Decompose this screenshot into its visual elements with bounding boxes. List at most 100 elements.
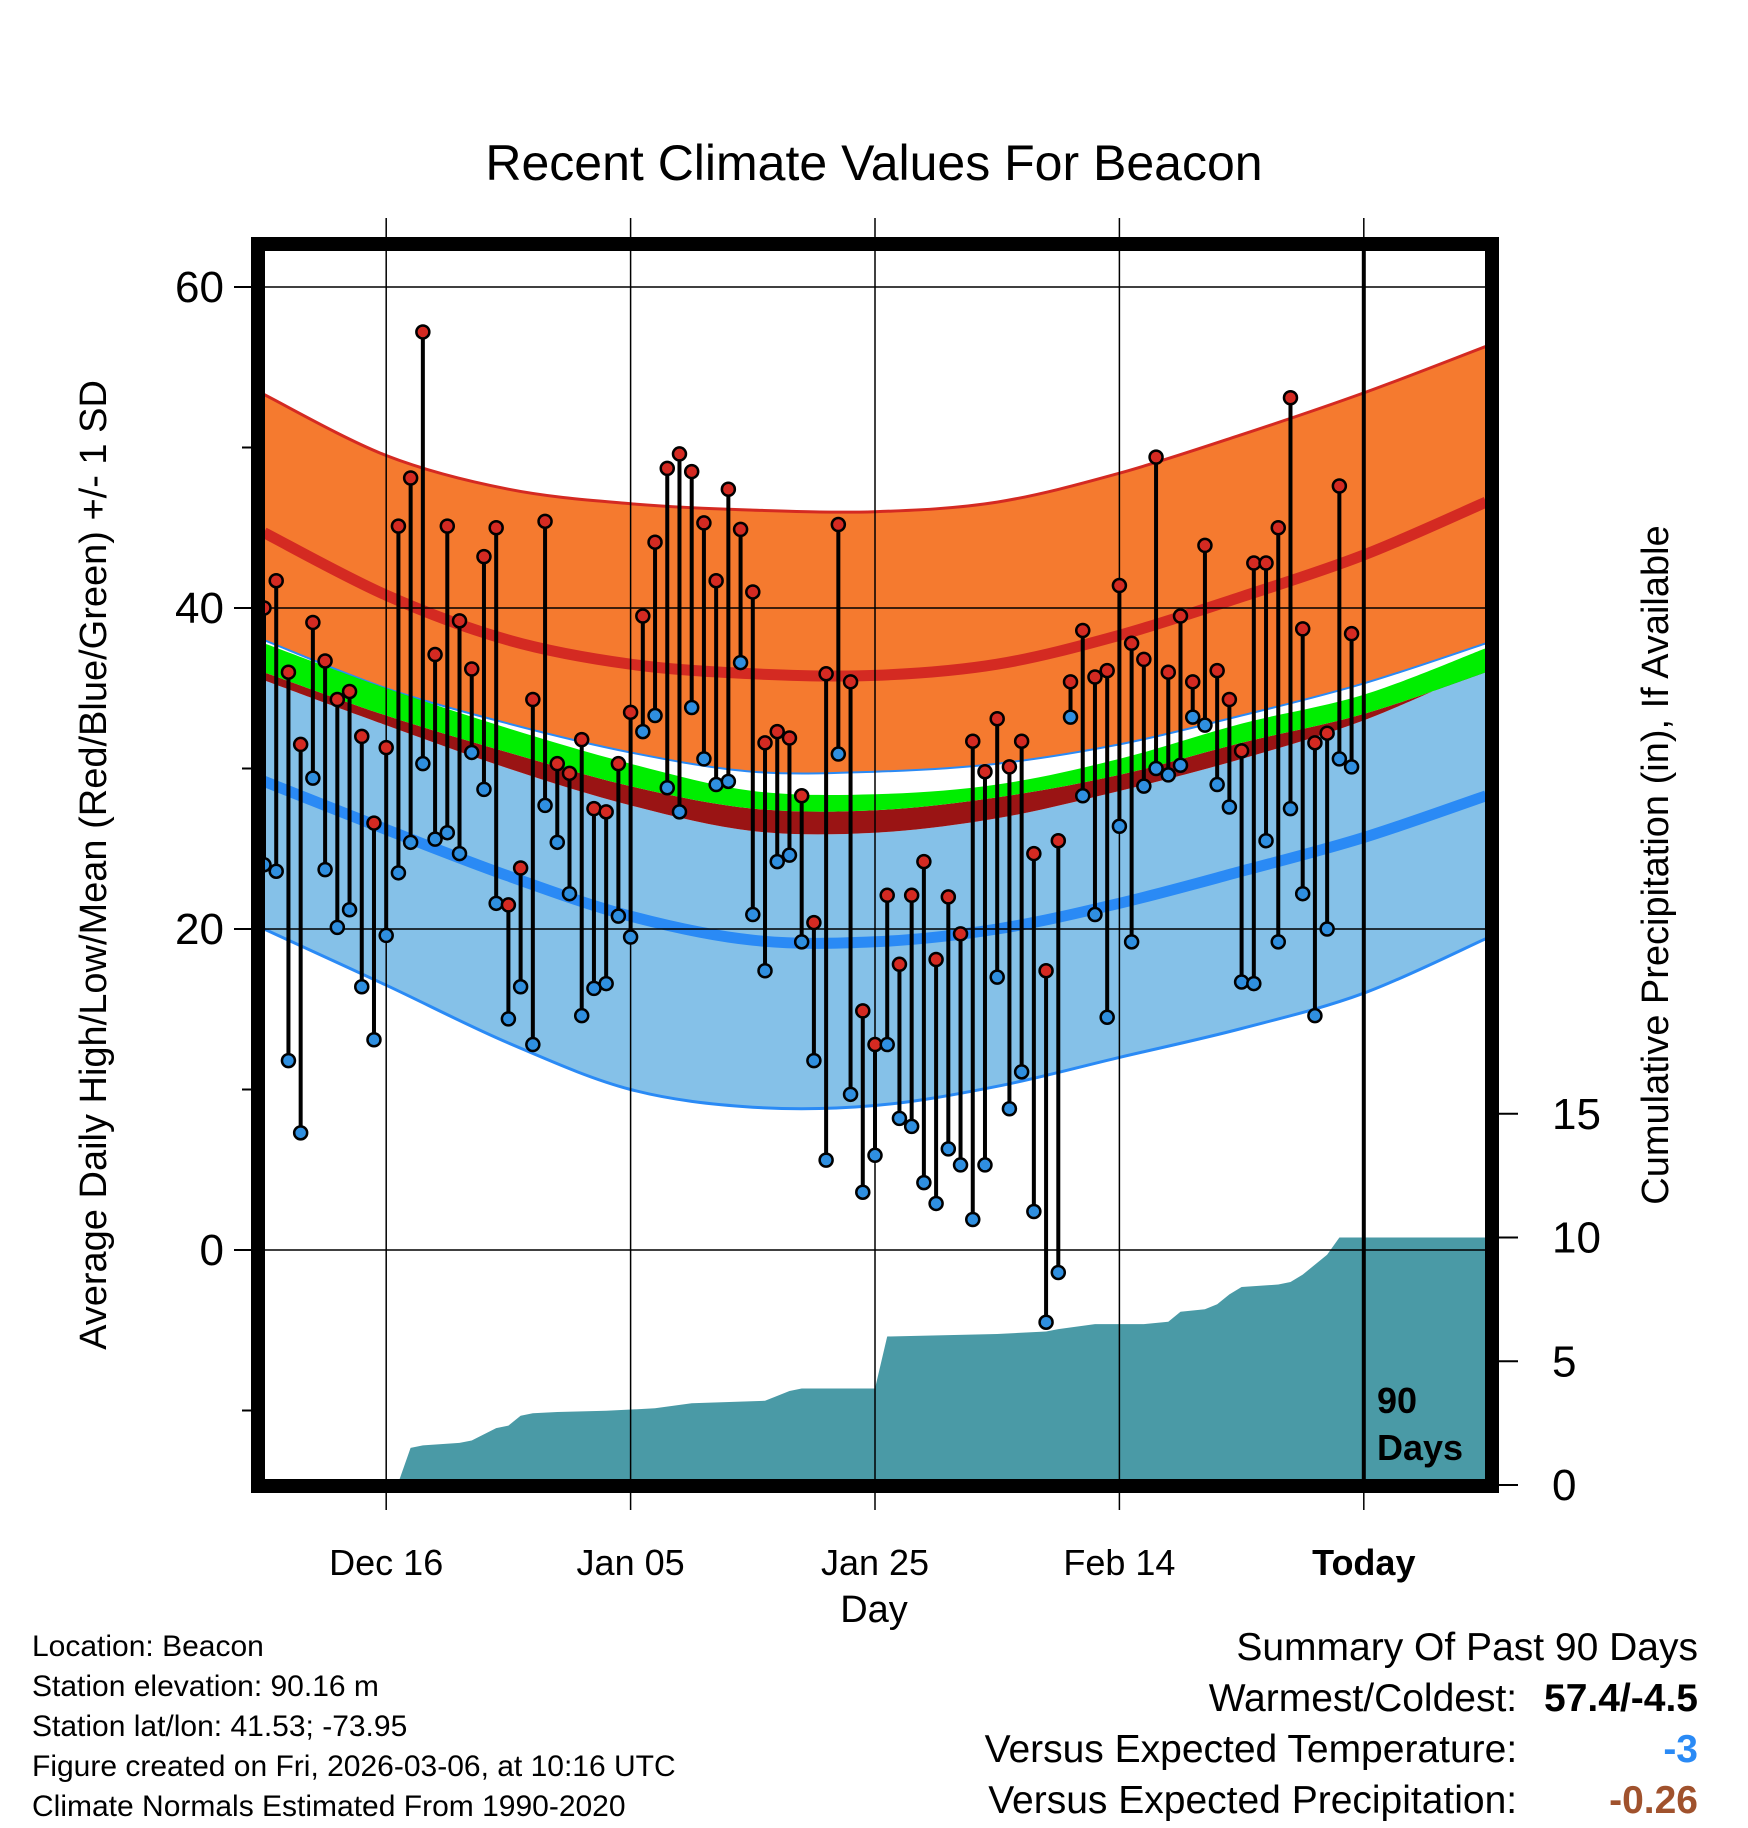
daily-high-point: [1074, 622, 1091, 639]
daily-low-point: [1172, 757, 1189, 774]
daily-low-point: [439, 824, 456, 841]
daily-high-point: [561, 765, 578, 782]
y-axis-label: Average Daily High/Low/Mean (Red/Blue/Gr…: [73, 380, 115, 1350]
daily-high-point: [916, 853, 932, 870]
daily-high-point: [1026, 845, 1042, 862]
daily-high-point: [586, 800, 602, 817]
daily-high-point: [451, 613, 468, 629]
daily-high-point: [427, 646, 443, 663]
daily-low-point: [683, 699, 700, 716]
daily-low-point: [952, 1157, 969, 1173]
daily-low-point: [1001, 1101, 1018, 1117]
created-text: Figure created on Fri, 2026-03-06, at 10…: [32, 1750, 676, 1783]
daily-low-point: [659, 780, 676, 796]
daily-low-point: [1221, 799, 1238, 815]
daily-low-point: [842, 1086, 859, 1103]
y-tick-label: 40: [175, 584, 224, 633]
daily-high-point: [745, 584, 761, 600]
daily-low-point: [500, 1011, 517, 1027]
daily-low-point: [280, 1052, 297, 1069]
daily-low-point: [512, 979, 529, 995]
daily-high-point: [830, 516, 847, 533]
daily-low-point: [488, 895, 504, 912]
daily-low-point: [390, 865, 407, 881]
temp-label: Versus Expected Temperature:: [984, 1728, 1518, 1771]
daily-low-point: [537, 797, 553, 814]
daily-low-point: [573, 1007, 590, 1024]
warmest-value: 57.4/-4.5: [1544, 1677, 1698, 1720]
daily-low-point: [916, 1174, 932, 1191]
daily-high-point: [598, 804, 614, 820]
today-label-days-word: Days: [1377, 1427, 1463, 1468]
daily-high-point: [1184, 674, 1201, 690]
daily-high-point: [1270, 520, 1287, 536]
daily-high-point: [329, 691, 346, 708]
daily-high-point: [1038, 962, 1054, 979]
daily-high-point: [1062, 674, 1079, 690]
daily-low-point: [1258, 832, 1274, 849]
daily-high-point: [415, 324, 431, 340]
daily-low-point: [818, 1152, 834, 1168]
daily-low-point: [525, 1036, 541, 1053]
daily-low-point: [1123, 934, 1140, 950]
daily-low-point: [1013, 1064, 1030, 1080]
daily-low-point: [1087, 906, 1103, 923]
daily-low-point: [769, 853, 785, 870]
daily-low-point: [622, 929, 639, 945]
daily-high-point: [879, 887, 895, 904]
y2-tick-label: 10: [1552, 1214, 1601, 1263]
daily-high-point: [1172, 608, 1189, 624]
daily-high-point: [341, 683, 358, 700]
daily-high-point: [1087, 669, 1103, 685]
daily-high-point: [500, 897, 517, 913]
daily-low-point: [329, 919, 346, 936]
warmest-label: Warmest/Coldest:: [1208, 1677, 1518, 1720]
daily-low-point: [830, 746, 847, 762]
daily-low-point: [647, 707, 663, 724]
daily-low-point: [720, 773, 737, 790]
daily-high-point: [525, 691, 541, 708]
daily-high-point: [989, 710, 1005, 727]
daily-low-point: [1233, 974, 1250, 990]
x-tick-label: Today: [1312, 1542, 1415, 1583]
daily-high-point: [1160, 664, 1177, 680]
plot-frame: [251, 237, 1499, 1493]
daily-high-point: [366, 815, 382, 831]
daily-high-point: [1307, 735, 1323, 751]
daily-low-point: [378, 927, 394, 944]
y2-tick-label: 15: [1552, 1090, 1601, 1139]
cumulative-precip-area: [399, 1237, 1486, 1480]
daily-low-point: [1160, 767, 1177, 783]
daily-high-point: [928, 951, 944, 968]
daily-low-point: [1343, 759, 1360, 775]
daily-high-point: [1209, 662, 1225, 679]
daily-high-point: [793, 788, 810, 804]
daily-low-point: [427, 831, 443, 847]
daily-low-point: [940, 1141, 957, 1157]
daily-low-point: [451, 845, 468, 862]
daily-low-point: [1331, 751, 1348, 767]
daily-high-point: [940, 889, 957, 905]
daily-low-point: [1209, 776, 1225, 793]
daily-low-point: [989, 969, 1005, 985]
station-info: Location: Beacon Station elevation: 90.1…: [32, 1627, 676, 1827]
daily-high-point: [683, 463, 700, 480]
x-axis-label: Day: [840, 1589, 908, 1631]
daily-high-point: [977, 763, 993, 780]
daily-high-point: [317, 653, 333, 669]
daily-high-point: [720, 481, 737, 497]
summary-panel: Summary Of Past 90 Days Warmest/Coldest:…: [985, 1622, 1698, 1826]
daily-high-point: [549, 755, 566, 772]
daily-low-point: [891, 1110, 908, 1127]
daily-high-point: [1282, 389, 1299, 406]
daily-low-point: [1050, 1264, 1067, 1281]
y-tick-label: 60: [175, 263, 224, 312]
daily-low-point: [793, 934, 810, 950]
daily-low-point: [928, 1195, 944, 1212]
daily-low-point: [1319, 921, 1335, 937]
daily-low-point: [696, 751, 712, 767]
daily-high-point: [1258, 555, 1274, 571]
daily-low-point: [1294, 885, 1311, 902]
daily-low-point: [549, 834, 566, 851]
